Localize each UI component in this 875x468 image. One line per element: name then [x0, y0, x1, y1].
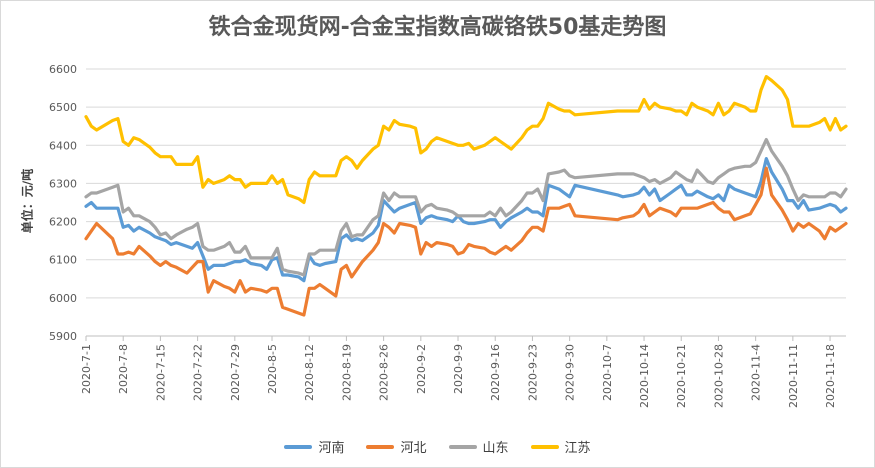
- legend-item: 河南: [284, 437, 344, 456]
- legend-swatch: [366, 444, 395, 449]
- legend-swatch: [448, 444, 477, 449]
- y-tick-label: 6100: [49, 254, 77, 267]
- x-tick-label: 2020-10-7: [601, 344, 614, 401]
- x-tick-label: 2020-11-11: [787, 344, 800, 408]
- legend-swatch: [284, 444, 313, 449]
- y-tick-label: 6600: [49, 63, 77, 76]
- x-tick-label: 2020-9-9: [452, 344, 465, 394]
- series-line-江苏: [84, 75, 848, 205]
- x-tick-label: 2020-7-29: [229, 344, 242, 401]
- x-tick-label: 2020-9-30: [564, 344, 577, 401]
- y-tick-label: 6400: [49, 139, 77, 152]
- x-tick-label: 2020-7-22: [192, 344, 205, 401]
- x-tick-label: 2020-9-16: [489, 344, 502, 401]
- x-tick-label: 2020-9-23: [526, 344, 539, 401]
- x-tick-label: 2020-8-26: [378, 344, 391, 401]
- legend-item: 山东: [448, 437, 509, 456]
- series-line-山东: [84, 138, 848, 277]
- x-tick-label: 2020-8-12: [303, 344, 316, 401]
- legend-item: 江苏: [530, 437, 591, 456]
- y-tick-label: 6000: [49, 292, 77, 305]
- x-tick-label: 2020-9-2: [415, 344, 428, 394]
- x-tick-label: 2020-7-15: [154, 344, 167, 401]
- legend-swatch: [530, 444, 559, 449]
- chart-title: 铁合金现货网-合金宝指数高碳铬铁50基走势图: [208, 15, 667, 40]
- legend-label: 山东: [482, 441, 509, 456]
- x-tick-label: 2020-7-1: [80, 344, 93, 394]
- x-tick-label: 2020-8-5: [266, 344, 279, 394]
- x-tick-label: 2020-8-19: [340, 344, 353, 401]
- x-tick-label: 2020-7-8: [117, 344, 130, 394]
- x-tick-label: 2020-11-4: [750, 344, 763, 401]
- series-line-河北: [84, 166, 848, 317]
- y-tick-label: 5900: [49, 330, 77, 343]
- y-tick-label: 6200: [49, 216, 77, 229]
- y-tick-label: 6500: [49, 101, 77, 114]
- legend: 河南 河北 山东 江苏: [1, 437, 874, 456]
- x-tick-label: 2020-10-14: [638, 344, 651, 408]
- x-tick-label: 2020-11-18: [824, 344, 837, 408]
- legend-label: 江苏: [564, 441, 591, 456]
- x-tick-label: 2020-10-28: [712, 344, 725, 408]
- series-line-河南: [84, 157, 848, 283]
- legend-label: 河北: [400, 441, 427, 456]
- y-tick-label: 6300: [49, 177, 77, 190]
- x-tick-label: 2020-10-21: [675, 344, 688, 408]
- legend-item: 河北: [366, 437, 427, 456]
- legend-label: 河南: [318, 441, 345, 456]
